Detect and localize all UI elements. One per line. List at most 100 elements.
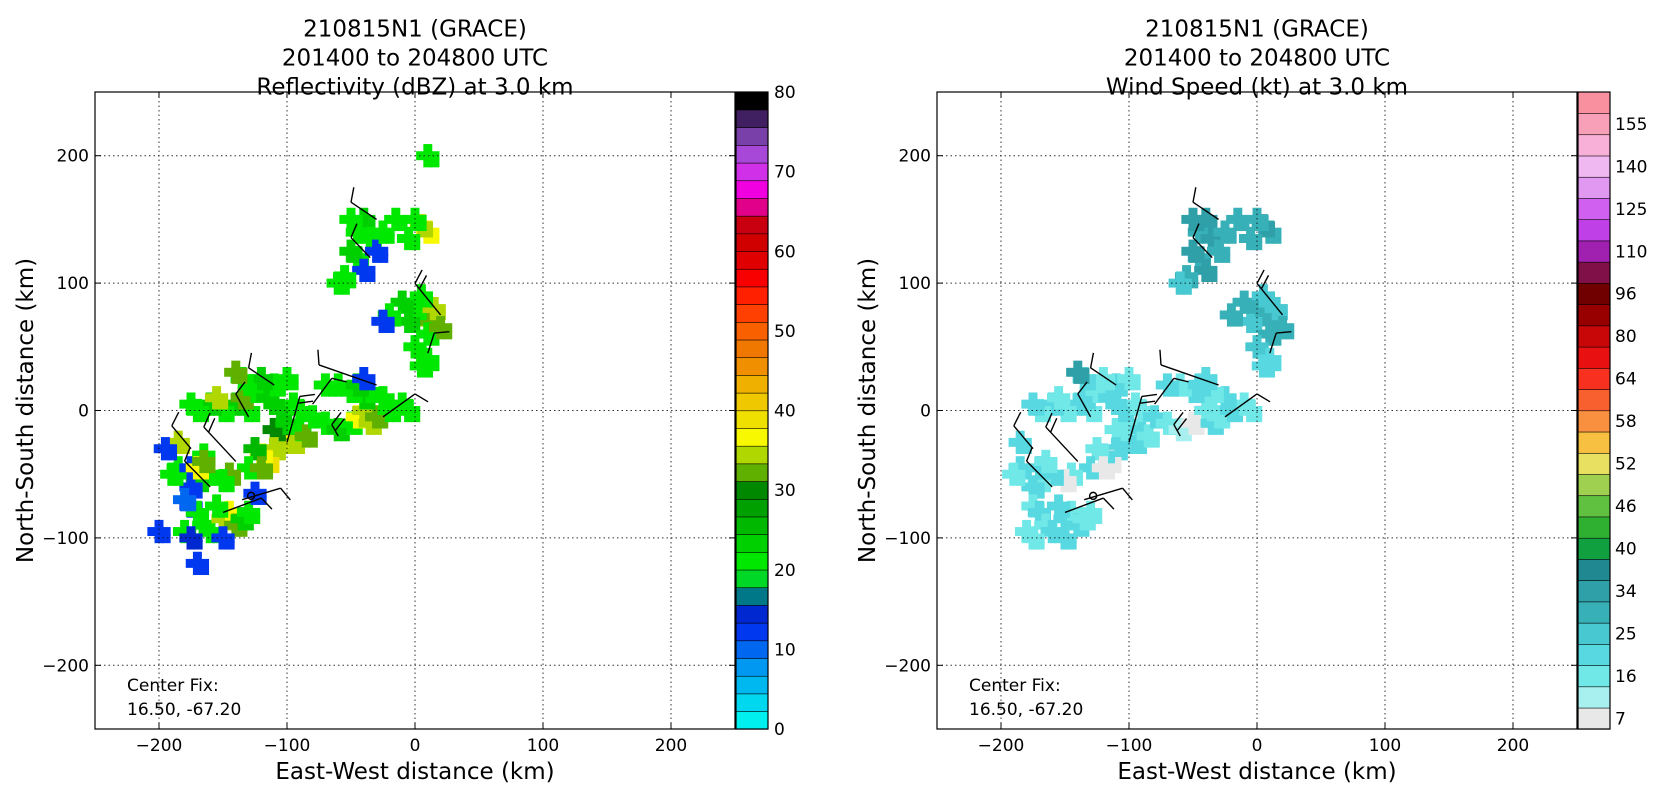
data-cell xyxy=(359,406,369,415)
data-cell xyxy=(199,464,209,474)
data-cell xyxy=(1098,367,1108,376)
colorbar-segment xyxy=(1577,155,1611,178)
data-cell xyxy=(1240,214,1250,224)
data-cell xyxy=(1106,374,1116,384)
data-cells xyxy=(1002,207,1295,550)
colorbar-tick-label: 140 xyxy=(1615,157,1647,177)
data-cell xyxy=(411,413,421,423)
data-cell xyxy=(1085,386,1095,396)
data-cell xyxy=(224,367,234,377)
colorbar-tick-label: 96 xyxy=(1615,285,1637,305)
data-cell xyxy=(390,297,400,307)
colorbar-tick-label: 80 xyxy=(774,83,796,103)
data-cell xyxy=(1227,227,1237,237)
colorbar-tick-label: 58 xyxy=(1615,412,1637,432)
data-cell xyxy=(1201,393,1211,403)
colorbar: 0 10 20 30 40 50 60 70 80 xyxy=(735,83,796,740)
data-cell xyxy=(326,425,336,435)
data-cell xyxy=(352,419,362,429)
data-cell xyxy=(200,558,210,568)
data-cell xyxy=(1041,456,1051,466)
data-cell xyxy=(352,234,362,244)
colorbar-segment xyxy=(735,197,769,217)
data-cell xyxy=(1112,400,1122,410)
wind-barb-shaft xyxy=(248,367,275,386)
data-cell xyxy=(1060,468,1070,478)
colorbar-segment xyxy=(1577,537,1611,560)
colorbar-segment xyxy=(1577,516,1611,539)
data-cell xyxy=(359,222,369,232)
data-cell xyxy=(1207,425,1217,435)
data-cell xyxy=(1201,265,1211,275)
data-cell xyxy=(1099,451,1109,461)
data-cell xyxy=(1207,418,1217,428)
data-cell xyxy=(1098,470,1108,480)
colorbar-segment xyxy=(735,516,769,535)
data-cell xyxy=(186,482,196,492)
data-cell xyxy=(224,500,234,510)
data-cell xyxy=(1258,361,1268,371)
data-cell xyxy=(1272,234,1282,244)
data-cell xyxy=(161,534,171,544)
data-cell xyxy=(1034,515,1044,525)
data-cell xyxy=(346,425,356,435)
colorbar-segment xyxy=(735,374,769,394)
data-cell xyxy=(308,412,318,422)
x-tick-label: 0 xyxy=(410,736,421,756)
data-cell xyxy=(1162,373,1172,383)
data-cell xyxy=(1233,207,1243,217)
data-cell xyxy=(218,406,228,415)
wind-barb xyxy=(317,349,377,386)
colorbar-segment xyxy=(1577,261,1611,284)
data-cell xyxy=(372,412,382,422)
data-cell xyxy=(1130,392,1140,402)
data-cell xyxy=(1194,234,1204,244)
data-cell xyxy=(1208,381,1218,391)
data-cell xyxy=(417,222,427,232)
data-cell xyxy=(443,323,453,333)
data-cell xyxy=(359,214,369,224)
center-fix-annotation: Center Fix: xyxy=(127,676,219,696)
data-cell xyxy=(1188,394,1198,404)
wind-barb xyxy=(1077,381,1092,418)
data-cell xyxy=(218,514,228,524)
wind-barb-shaft xyxy=(1224,393,1258,418)
data-cell xyxy=(384,406,394,415)
data-cell xyxy=(1105,386,1115,396)
data-cell xyxy=(1137,406,1147,415)
data-cell xyxy=(1259,342,1269,352)
colorbar-tick-label: 40 xyxy=(1615,540,1637,560)
data-cell xyxy=(1035,540,1045,550)
data-cell xyxy=(1258,298,1268,308)
data-cell xyxy=(218,413,228,423)
data-cell xyxy=(404,316,414,326)
data-cell xyxy=(186,392,196,402)
data-cell xyxy=(1194,387,1204,397)
data-cell xyxy=(410,296,420,306)
data-cell xyxy=(1181,246,1191,256)
wind-barb-shaft xyxy=(1269,332,1277,354)
data-cell xyxy=(1266,368,1276,378)
data-cell xyxy=(244,400,254,410)
y-tick-label: −100 xyxy=(884,529,931,549)
data-cell xyxy=(1086,521,1096,531)
data-cell xyxy=(244,374,254,384)
data-cell xyxy=(1054,508,1064,518)
data-cell xyxy=(1067,413,1077,423)
data-cell xyxy=(1124,431,1134,441)
data-cell xyxy=(1227,400,1237,410)
chart-title-line: 210815N1 (GRACE) xyxy=(1145,17,1369,43)
data-cell xyxy=(185,463,195,473)
data-cell xyxy=(1266,298,1276,308)
data-cell xyxy=(411,324,421,333)
data-cell xyxy=(333,373,343,383)
wind-barb-flag xyxy=(1089,352,1095,368)
data-cell xyxy=(429,311,439,321)
data-cell xyxy=(1272,362,1282,372)
data-cell xyxy=(256,463,266,473)
data-cell xyxy=(224,469,234,479)
data-cell xyxy=(1253,241,1263,251)
colorbar-tick-label: 60 xyxy=(774,242,796,262)
data-cell xyxy=(296,445,306,454)
data-cell xyxy=(268,406,278,415)
